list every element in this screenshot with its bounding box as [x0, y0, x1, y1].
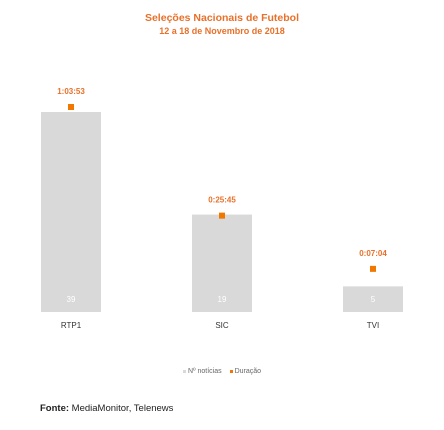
bar-value-label-tvi: 5: [371, 295, 376, 304]
duration-label-tvi: 0:07:04: [359, 249, 387, 258]
bar-value-label-rtp1: 39: [67, 295, 76, 304]
duration-label-rtp1: 1:03:53: [57, 87, 85, 96]
bar-tvi: [343, 286, 403, 312]
duration-point-tvi: [370, 265, 376, 272]
duration-label-sic: 0:25:45: [208, 196, 236, 205]
category-label-rtp1: RTP1: [61, 321, 82, 330]
source-note: Fonte: MediaMonitor, Telenews: [40, 403, 173, 414]
legend-swatch-duration: [229, 369, 233, 373]
legend-label-news-count: Nº notícias: [187, 368, 222, 375]
chart-header: Seleções Nacionais de Futebol 12 a 18 de…: [0, 12, 444, 37]
duration-point-rtp1: [68, 104, 74, 110]
bar-value-label-sic: 19: [218, 295, 227, 304]
duration-point-sic: [219, 212, 225, 219]
legend-label-duration: Duração: [234, 368, 262, 375]
legend-item-duration: Duração: [229, 368, 262, 375]
chart-title: Seleções Nacionais de Futebol: [144, 12, 300, 24]
chart-subtitle: 12 a 18 de Novembro de 2018: [159, 26, 285, 36]
legend-item-news-count: Nº notícias: [182, 368, 222, 375]
legend-swatch-news-count: [182, 369, 186, 373]
chart-legend: Nº notícias Duração: [0, 368, 444, 375]
category-label-tvi: TVI: [367, 321, 379, 330]
source-text: MediaMonitor, Telenews: [71, 403, 174, 414]
source-label: Fonte:: [40, 403, 70, 414]
category-label-sic: SIC: [215, 321, 229, 330]
bar-sic: [192, 214, 252, 312]
bar-rtp1: [41, 112, 101, 312]
